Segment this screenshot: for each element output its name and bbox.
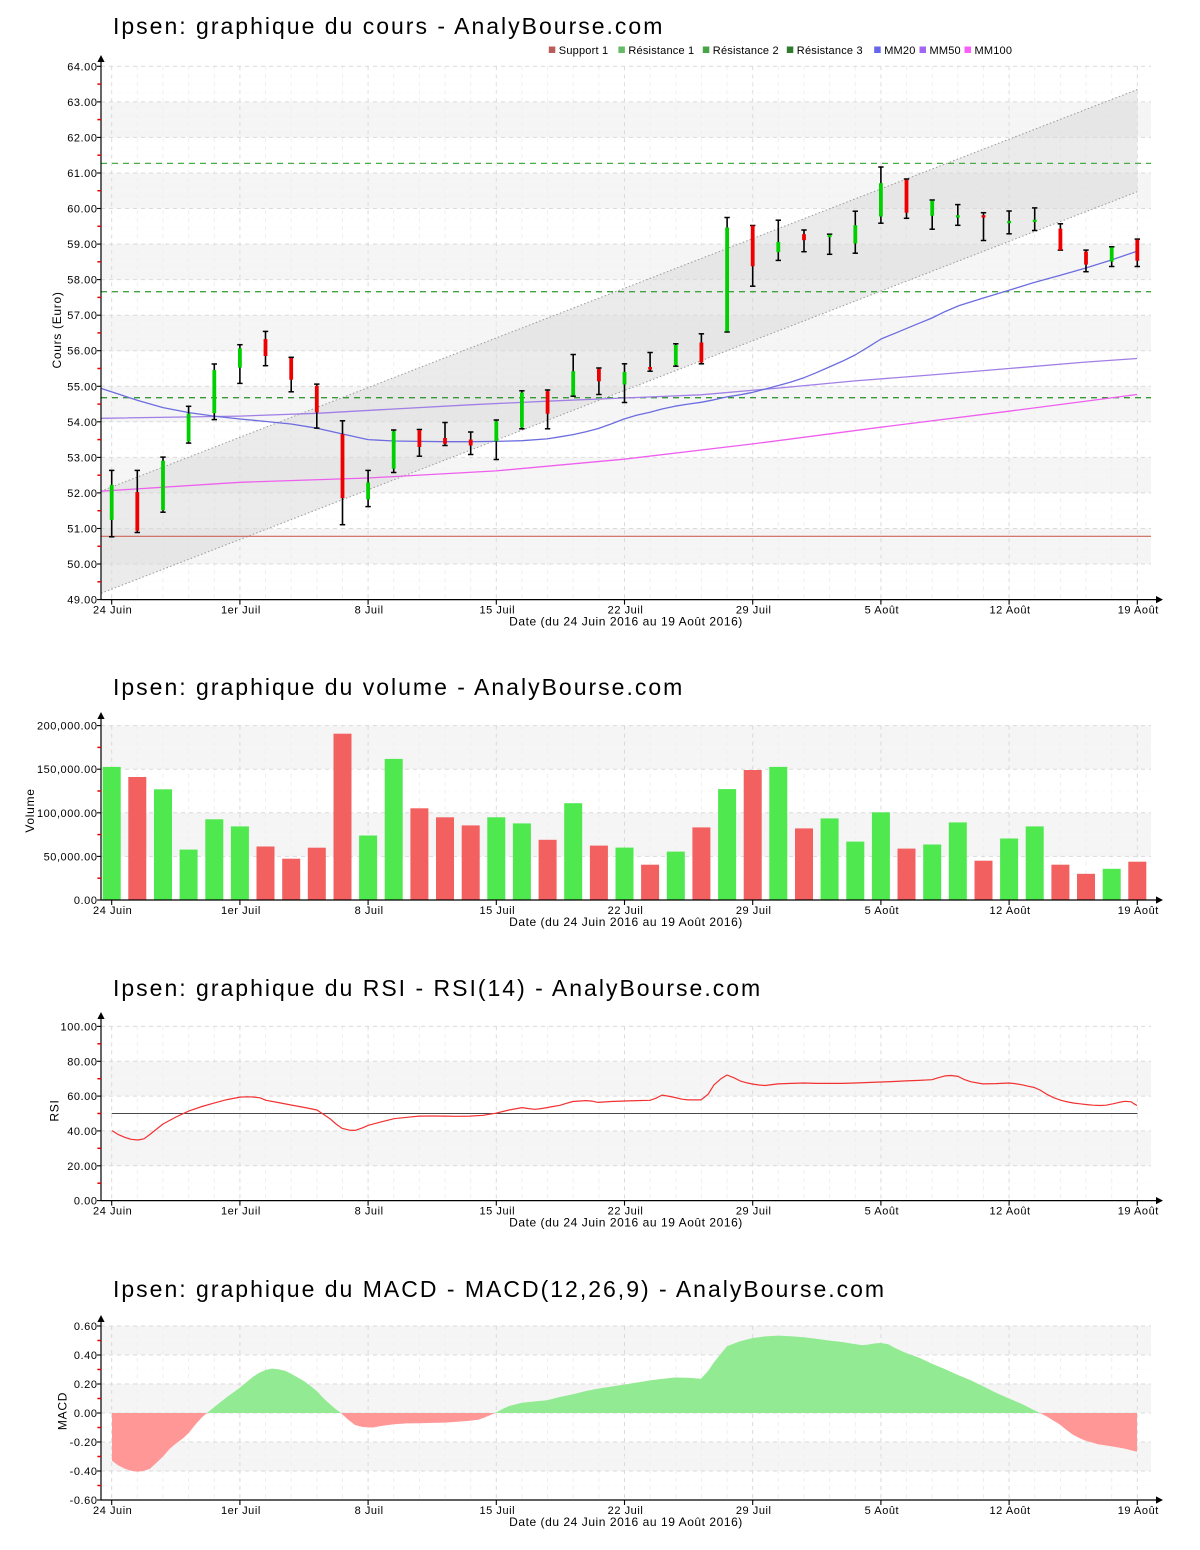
svg-text:50,000.00: 50,000.00 bbox=[44, 851, 98, 863]
svg-text:Date (du 24 Juin 2016 au 19 Ao: Date (du 24 Juin 2016 au 19 Août 2016) bbox=[509, 615, 743, 629]
svg-text:RSI: RSI bbox=[48, 1099, 62, 1121]
svg-text:12 Août: 12 Août bbox=[990, 605, 1031, 617]
svg-text:1er Juil: 1er Juil bbox=[221, 1206, 261, 1218]
svg-text:Résistance 2: Résistance 2 bbox=[713, 45, 779, 57]
svg-text:29 Juil: 29 Juil bbox=[736, 905, 772, 917]
svg-text:-0.60: -0.60 bbox=[70, 1495, 98, 1507]
svg-text:60.00: 60.00 bbox=[67, 1091, 97, 1103]
svg-text:Résistance 1: Résistance 1 bbox=[628, 45, 694, 57]
svg-text:5 Août: 5 Août bbox=[865, 605, 900, 617]
svg-text:0.00: 0.00 bbox=[74, 1408, 98, 1420]
svg-text:60.00: 60.00 bbox=[67, 204, 97, 216]
svg-text:MM50: MM50 bbox=[930, 45, 961, 57]
svg-text:Volume: Volume bbox=[23, 788, 37, 832]
svg-text:64.00: 64.00 bbox=[67, 61, 97, 73]
svg-text:-0.40: -0.40 bbox=[70, 1466, 98, 1478]
svg-text:Support 1: Support 1 bbox=[559, 45, 609, 57]
svg-text:MM20: MM20 bbox=[884, 45, 915, 57]
svg-text:19 Août: 19 Août bbox=[1118, 1505, 1159, 1517]
svg-text:Date (du 24 Juin 2016 au 19 Ao: Date (du 24 Juin 2016 au 19 Août 2016) bbox=[509, 1216, 743, 1230]
svg-text:0.60: 0.60 bbox=[74, 1321, 98, 1333]
svg-text:22 Juil: 22 Juil bbox=[608, 605, 644, 617]
svg-text:150,000.00: 150,000.00 bbox=[37, 764, 98, 776]
svg-text:61.00: 61.00 bbox=[67, 168, 97, 180]
svg-text:Ipsen: graphique du RSI - RSI(: Ipsen: graphique du RSI - RSI(14) - Anal… bbox=[113, 975, 762, 1001]
svg-text:8 Juil: 8 Juil bbox=[355, 605, 384, 617]
svg-text:22 Juil: 22 Juil bbox=[608, 1206, 644, 1218]
svg-text:22 Juil: 22 Juil bbox=[608, 1505, 644, 1517]
svg-text:Ipsen: graphique du MACD - MAC: Ipsen: graphique du MACD - MACD(12,26,9)… bbox=[113, 1276, 886, 1302]
svg-text:12 Août: 12 Août bbox=[990, 1206, 1031, 1218]
svg-text:0.00: 0.00 bbox=[74, 895, 98, 907]
svg-text:50.00: 50.00 bbox=[67, 559, 97, 571]
svg-text:Ipsen: graphique du volume - A: Ipsen: graphique du volume - AnalyBourse… bbox=[113, 674, 684, 700]
svg-text:52.00: 52.00 bbox=[67, 488, 97, 500]
svg-text:5 Août: 5 Août bbox=[865, 1505, 900, 1517]
svg-text:-0.20: -0.20 bbox=[70, 1437, 98, 1449]
svg-text:20.00: 20.00 bbox=[67, 1161, 97, 1173]
svg-text:19 Août: 19 Août bbox=[1118, 605, 1159, 617]
svg-text:15 Juil: 15 Juil bbox=[479, 905, 515, 917]
svg-text:MM100: MM100 bbox=[975, 45, 1013, 57]
svg-text:53.00: 53.00 bbox=[67, 452, 97, 464]
svg-text:57.00: 57.00 bbox=[67, 310, 97, 322]
svg-text:12 Août: 12 Août bbox=[990, 1505, 1031, 1517]
svg-text:24 Juin: 24 Juin bbox=[93, 905, 132, 917]
svg-text:51.00: 51.00 bbox=[67, 524, 97, 536]
svg-text:56.00: 56.00 bbox=[67, 346, 97, 358]
svg-text:5 Août: 5 Août bbox=[865, 905, 900, 917]
svg-text:63.00: 63.00 bbox=[67, 97, 97, 109]
svg-text:8 Juil: 8 Juil bbox=[355, 1206, 384, 1218]
svg-text:29 Juil: 29 Juil bbox=[736, 1206, 772, 1218]
svg-text:Cours (Euro): Cours (Euro) bbox=[50, 291, 64, 368]
svg-text:Résistance 3: Résistance 3 bbox=[797, 45, 863, 57]
svg-text:24 Juin: 24 Juin bbox=[93, 1505, 132, 1517]
svg-text:15 Juil: 15 Juil bbox=[479, 605, 515, 617]
svg-text:80.00: 80.00 bbox=[67, 1056, 97, 1068]
svg-text:MACD: MACD bbox=[56, 1392, 70, 1430]
svg-text:8 Juil: 8 Juil bbox=[355, 1505, 384, 1517]
svg-text:24 Juin: 24 Juin bbox=[93, 1206, 132, 1218]
svg-text:100.00: 100.00 bbox=[61, 1021, 98, 1033]
svg-text:0.00: 0.00 bbox=[74, 1196, 98, 1208]
svg-text:1er Juil: 1er Juil bbox=[221, 605, 261, 617]
svg-text:1er Juil: 1er Juil bbox=[221, 1505, 261, 1517]
svg-text:Ipsen: graphique du cours - An: Ipsen: graphique du cours - AnalyBourse.… bbox=[113, 13, 664, 39]
svg-text:22 Juil: 22 Juil bbox=[608, 905, 644, 917]
svg-text:59.00: 59.00 bbox=[67, 239, 97, 251]
svg-text:24 Juin: 24 Juin bbox=[93, 605, 132, 617]
svg-text:12 Août: 12 Août bbox=[990, 905, 1031, 917]
svg-text:15 Juil: 15 Juil bbox=[479, 1206, 515, 1218]
svg-text:19 Août: 19 Août bbox=[1118, 905, 1159, 917]
svg-text:29 Juil: 29 Juil bbox=[736, 1505, 772, 1517]
svg-text:19 Août: 19 Août bbox=[1118, 1206, 1159, 1218]
svg-text:1er Juil: 1er Juil bbox=[221, 905, 261, 917]
svg-text:100,000.00: 100,000.00 bbox=[37, 808, 98, 820]
svg-text:29 Juil: 29 Juil bbox=[736, 605, 772, 617]
svg-text:0.40: 0.40 bbox=[74, 1350, 98, 1362]
svg-text:54.00: 54.00 bbox=[67, 417, 97, 429]
svg-text:58.00: 58.00 bbox=[67, 275, 97, 287]
svg-text:8 Juil: 8 Juil bbox=[355, 905, 384, 917]
svg-text:5 Août: 5 Août bbox=[865, 1206, 900, 1218]
svg-text:49.00: 49.00 bbox=[67, 595, 97, 607]
svg-text:55.00: 55.00 bbox=[67, 381, 97, 393]
svg-text:Date (du 24 Juin 2016 au 19 Ao: Date (du 24 Juin 2016 au 19 Août 2016) bbox=[509, 915, 743, 929]
svg-text:15 Juil: 15 Juil bbox=[479, 1505, 515, 1517]
svg-text:40.00: 40.00 bbox=[67, 1126, 97, 1138]
svg-text:200,000.00: 200,000.00 bbox=[37, 721, 98, 733]
svg-text:Date (du 24 Juin 2016 au 19 Ao: Date (du 24 Juin 2016 au 19 Août 2016) bbox=[509, 1515, 743, 1529]
svg-text:62.00: 62.00 bbox=[67, 132, 97, 144]
svg-text:0.20: 0.20 bbox=[74, 1379, 98, 1391]
